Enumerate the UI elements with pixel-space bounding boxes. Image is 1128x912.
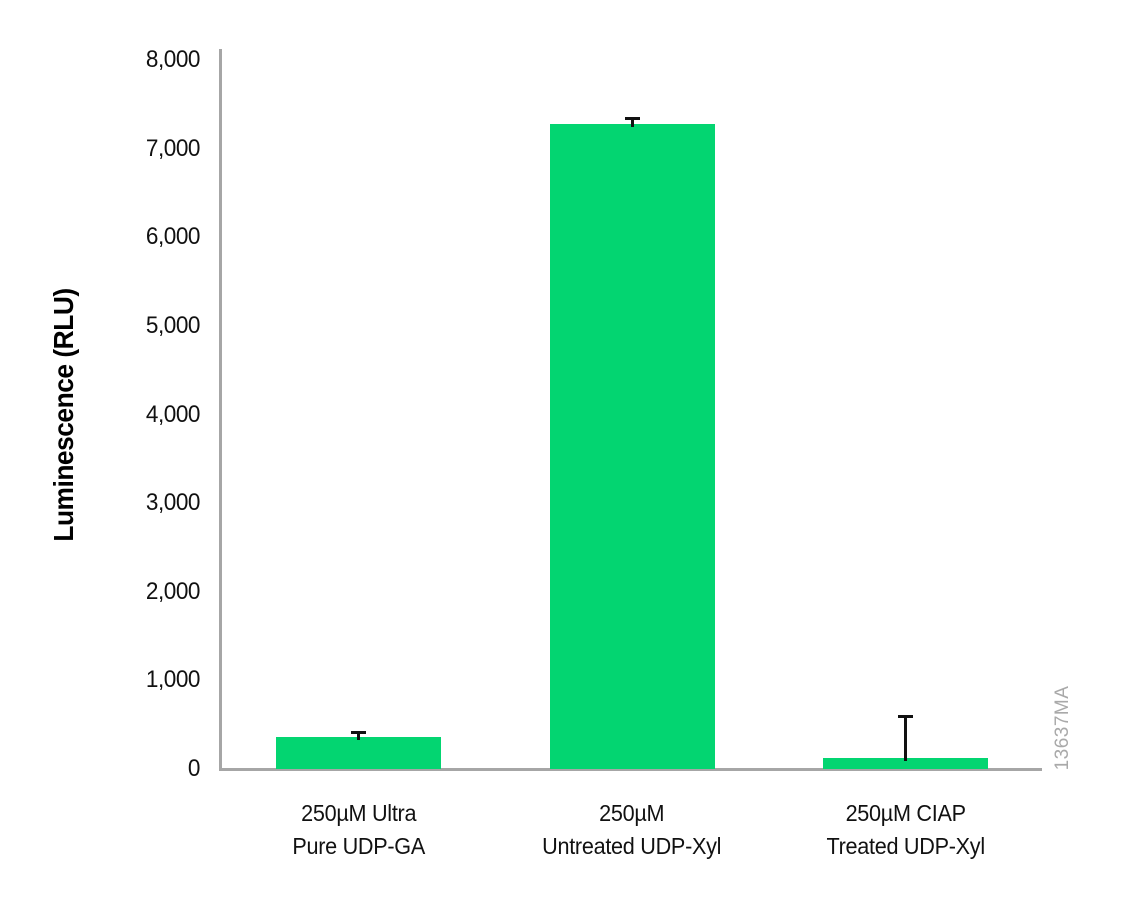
y-tick-label: 4,000	[145, 400, 201, 428]
error-bar-cap	[897, 715, 913, 719]
y-tick-label: 5,000	[145, 311, 201, 339]
x-category-label: 250µM Untreated UDP-Xyl	[504, 797, 761, 863]
error-bar-cap	[351, 731, 367, 735]
error-bar-line	[630, 116, 634, 127]
x-category-label: 250µM CIAP Treated UDP-Xyl	[777, 797, 1034, 863]
x-category-label-line: Treated UDP-Xyl	[826, 833, 985, 859]
error-bar-cap	[624, 116, 640, 120]
error-bar-line	[357, 731, 361, 741]
error-bar-line	[903, 715, 907, 761]
x-category-label-line: Untreated UDP-Xyl	[542, 833, 722, 859]
x-axis-line	[219, 768, 1042, 771]
y-tick-label: 7,000	[145, 134, 201, 162]
y-tick-label: 2,000	[145, 577, 201, 605]
bar	[822, 757, 988, 769]
y-tick-label: 3,000	[145, 489, 201, 517]
x-category-label-line: 250µM	[599, 800, 665, 826]
y-tick-label: 0	[187, 755, 201, 782]
x-category-label-line: 250µM CIAP	[845, 800, 966, 826]
x-category-label: 250µM Ultra Pure UDP-GA	[230, 797, 487, 863]
bar	[276, 737, 442, 769]
x-category-label-line: 250µM Ultra	[301, 800, 417, 826]
y-tick-label: 6,000	[145, 223, 201, 251]
y-tick-label: 1,000	[145, 666, 201, 694]
watermark-text: 13637MA	[1052, 685, 1073, 771]
y-tick-label: 8,000	[145, 46, 201, 73]
bar	[549, 123, 715, 769]
y-axis-line	[219, 49, 222, 771]
x-category-label-line: Pure UDP-GA	[292, 833, 425, 859]
